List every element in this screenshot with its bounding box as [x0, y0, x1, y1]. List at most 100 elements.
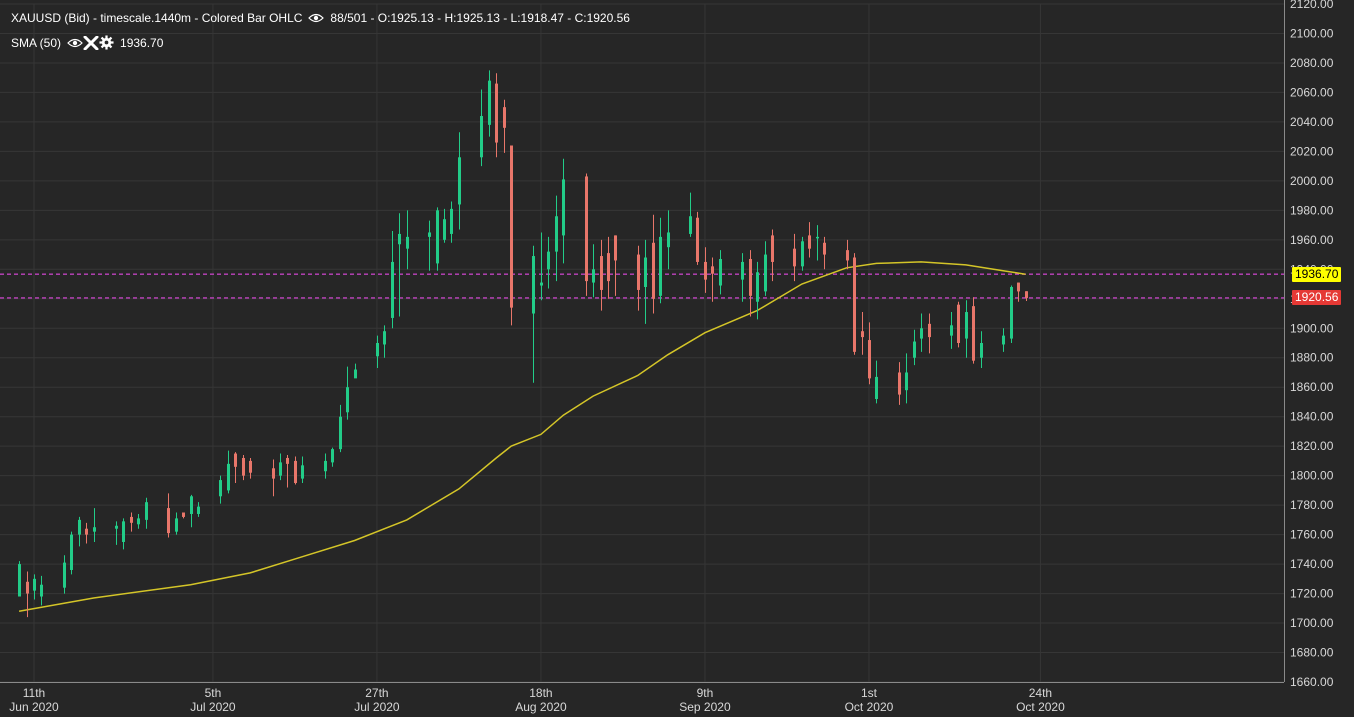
legend-instrument: XAUUSD (Bid) - timescale.1440m - Colored… [11, 11, 630, 25]
y-tick-label: 1660.00 [1290, 675, 1334, 689]
ohlc-bar-down [85, 522, 88, 544]
bar-body [749, 258, 752, 296]
bar-body [637, 254, 640, 290]
x-tick-month: Oct 2020 [845, 700, 894, 714]
x-tick-day: 24th [1029, 686, 1052, 700]
x-tick-month: Jun 2020 [9, 700, 59, 714]
y-tick-label: 1780.00 [1290, 498, 1334, 512]
bar-body [965, 312, 968, 339]
ohlc-bar-up [741, 253, 744, 302]
bar-body [197, 506, 200, 514]
ohlc-bar-down [242, 455, 245, 481]
bar-body [286, 457, 289, 464]
ohlc-bar-up [689, 192, 692, 237]
ohlc-bar-up [383, 325, 386, 358]
bar-body [503, 107, 506, 128]
bar-body [428, 232, 431, 237]
bar-body [450, 208, 453, 234]
bar-body [689, 216, 692, 234]
bar-body [957, 304, 960, 343]
ohlc-bar-up [279, 453, 282, 481]
ohlc-bar-up [950, 312, 953, 349]
ohlc-bar-up [406, 210, 409, 270]
ohlc-bar-up [547, 236, 550, 289]
ohlc-readout: 88/501 - O:1925.13 - H:1925.13 - L:1918.… [330, 11, 630, 25]
ohlc-bar-down [793, 233, 796, 282]
x-tick-day: 9th [697, 686, 714, 700]
ohlc-bar-down [853, 253, 856, 355]
eye-icon[interactable] [308, 13, 325, 23]
bar-body [301, 465, 304, 479]
ohlc-bar-up [764, 241, 767, 296]
ohlc-bar-down [808, 222, 811, 258]
ohlc-bar-up [175, 512, 178, 535]
ohlc-bar-down [749, 250, 752, 317]
bar-body [1017, 282, 1020, 292]
ohlc-bar-up [592, 244, 595, 298]
bar-body [40, 584, 43, 597]
ohlc-bar-up [93, 508, 96, 542]
bar-body [600, 256, 603, 290]
ohlc-bar-down [957, 301, 960, 348]
ohlc-bar-down [585, 173, 588, 296]
bar-body [93, 527, 96, 532]
ohlc-bar-up [324, 453, 327, 479]
bar-body [532, 256, 535, 314]
bar-body [272, 468, 275, 479]
y-tick-label: 2100.00 [1290, 26, 1334, 40]
ohlc-bar-up [115, 521, 118, 545]
last-price-tag: 1920.56 [1292, 290, 1342, 306]
horizontal-price-lines [0, 273, 1284, 299]
bar-body [130, 516, 133, 523]
ohlc-bar-up [562, 158, 565, 264]
bar-body [182, 512, 185, 517]
ohlc-bar-down [868, 322, 871, 385]
bar-body [667, 232, 670, 248]
y-tick-label: 2080.00 [1290, 56, 1334, 70]
bar-body [913, 341, 916, 358]
ohlc-bar-up [145, 497, 148, 529]
bar-body [980, 343, 983, 358]
ohlc-bar-down [846, 239, 849, 270]
ohlc-bar-up [18, 561, 21, 597]
bar-body [741, 261, 744, 280]
ohlc-bar-down [600, 239, 603, 311]
bar-body [294, 460, 297, 484]
bar-body [1010, 286, 1013, 339]
eye-icon[interactable] [67, 38, 83, 48]
gear-icon[interactable] [99, 35, 114, 50]
bar-body [1002, 335, 1005, 345]
y-tick-label: 1840.00 [1290, 410, 1334, 424]
y-tick-label: 1900.00 [1290, 321, 1334, 335]
bar-body [458, 157, 461, 205]
x-tick-day: 1st [861, 686, 878, 700]
x-tick-day: 18th [529, 686, 552, 700]
ohlc-bar-down [696, 211, 699, 265]
bar-body [122, 521, 125, 542]
ohlc-bar-up [227, 450, 230, 494]
y-tick-label: 1740.00 [1290, 557, 1334, 571]
y-tick-label: 2020.00 [1290, 144, 1334, 158]
bar-body [801, 241, 804, 267]
ohlc-bar-up [376, 335, 379, 369]
ohlc-bar-down [1017, 282, 1020, 302]
ohlc-bar-up [137, 513, 140, 529]
bar-body [555, 216, 558, 252]
bar-body [488, 80, 491, 125]
bar-body [868, 340, 871, 379]
bar-body [145, 502, 148, 520]
bar-body [346, 387, 349, 413]
close-icon[interactable] [83, 35, 99, 50]
bar-body [339, 416, 342, 450]
ohlc-bar-up [190, 494, 193, 528]
bar-body [242, 457, 245, 476]
ohlc-bar-up [920, 313, 923, 352]
ohlc-bar-up [816, 225, 819, 261]
bar-body [614, 235, 617, 261]
ohlc-bar-up [354, 363, 357, 379]
y-tick-label: 1960.00 [1290, 233, 1334, 247]
y-tick-label: 1720.00 [1290, 587, 1334, 601]
ohlc-bar-up [913, 329, 916, 366]
